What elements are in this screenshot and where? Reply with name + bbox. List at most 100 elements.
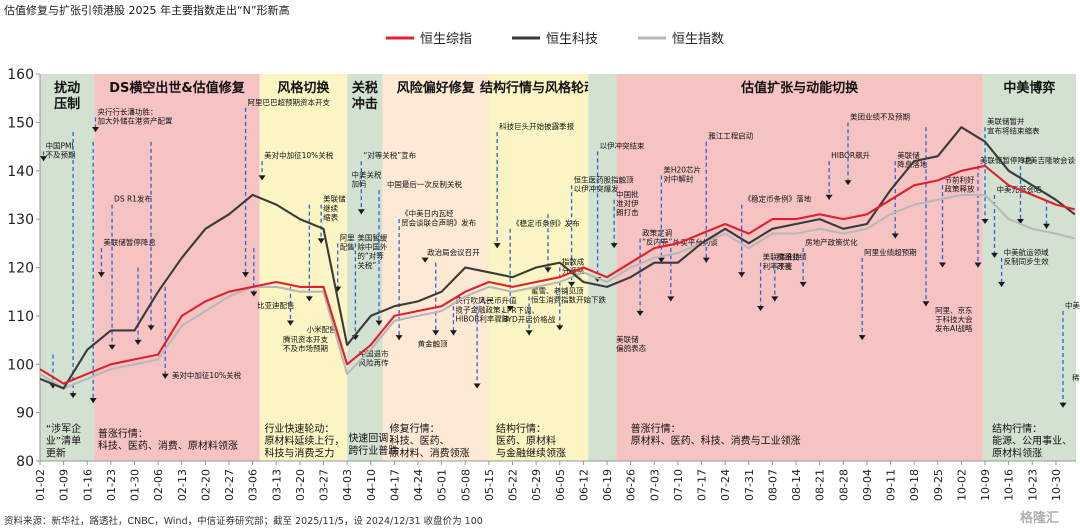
legend-label: 恒生指数: [672, 32, 724, 47]
event-label-line: HIBOR利率骤降: [455, 314, 509, 324]
event-marker-arrow: [449, 330, 457, 336]
event-marker-arrow: [939, 262, 947, 268]
event-label: 阿里业绩超预期: [864, 247, 917, 257]
event-label: 阿里配售: [340, 233, 355, 251]
series-lines: [39, 126, 1076, 390]
x-tick-label: 02-27: [223, 469, 236, 501]
event-marker-arrow: [974, 262, 982, 268]
x-tick-label: 07-17: [696, 469, 709, 501]
event-label: 中国最后一次反制关税: [387, 179, 462, 189]
phase-note: 快速回调：跨行业普跌: [348, 433, 398, 457]
event-label-line: 中国批: [616, 189, 639, 199]
phase-label: 风险偏好修复: [397, 80, 476, 96]
x-tick-label: 01-02: [34, 469, 47, 501]
event-label: 美联储暂停降息: [103, 237, 156, 247]
event-marker-arrow: [97, 272, 105, 278]
event-label-line: 比亚迪配售: [257, 300, 295, 310]
phase-label-line: DS横空出世&估值修复: [109, 80, 245, 96]
event-marker-arrow: [92, 127, 100, 133]
event-label-line: 改善: [777, 261, 792, 271]
legend-label: 恒生综指: [420, 32, 472, 47]
event-marker-arrow: [610, 243, 618, 249]
event-label-line: 以伊冲突结束: [600, 140, 645, 150]
phase-band: [94, 74, 260, 461]
event-marker-arrow: [421, 257, 429, 263]
event-label: 中国批准对伊朗打击: [616, 189, 639, 217]
event-label-line: 风险再传: [359, 358, 389, 368]
series-line: [39, 164, 1076, 385]
event-label: 人民币升值: [479, 295, 517, 305]
event-label-line: 美国暂缓: [357, 232, 387, 242]
event-label-line: 央行行长潘功胜：: [98, 107, 158, 117]
event-label: 美团业绩不及预期: [850, 111, 910, 121]
event-label: 《稳定币条例》发布: [512, 218, 580, 228]
event-label-line: 加码: [352, 179, 367, 189]
event-marker-arrow: [40, 156, 48, 162]
event-marker-arrow: [147, 325, 155, 331]
event-label-line: 《稳定币条例》落地: [744, 194, 812, 204]
phase-note-line: “涉军企: [46, 422, 81, 435]
event-label: 以伊冲突结束: [600, 140, 645, 150]
phase-label-line: 风格切换: [277, 80, 330, 96]
event-label-line: 腾讯资本开支: [283, 334, 328, 344]
y-tick-label: 80: [16, 454, 34, 470]
event-label-line: 美联储: [897, 150, 920, 160]
event-label: 阿里巴巴超预期资本开支: [248, 97, 331, 107]
x-tick-label: 05-01: [436, 469, 449, 501]
event-marker-arrow: [544, 267, 552, 273]
event-label-line: 政治局会议召开: [427, 247, 480, 257]
event-marker-arrow: [667, 296, 675, 302]
phase-label: 风格切换: [277, 80, 330, 96]
x-tick-label: 04-10: [365, 469, 378, 501]
event-marker-arrow: [286, 320, 294, 326]
phase-band: [259, 74, 348, 461]
event-label: 恒生医药股指触顶以伊冲突爆发: [574, 174, 634, 193]
event-label-line: 政策释放: [945, 183, 975, 193]
event-label-line: 《稳定币条例》发布: [512, 218, 580, 228]
event-label: 腾讯资本开支不及市场预期: [283, 334, 328, 353]
x-tick-label: 05-22: [507, 469, 520, 501]
event-label-line: 中国PMI: [46, 140, 74, 150]
event-label-line: 加大外储在港资产配置: [98, 116, 173, 126]
event-marker-arrow: [89, 397, 97, 403]
event-label-line: 阿里、京东: [935, 305, 973, 315]
x-tick-label: 01-23: [105, 469, 118, 501]
event-label-line: 美对中加征10%关税: [172, 370, 242, 380]
event-label-line: 美联储维持: [763, 252, 801, 262]
event-label-line: 偏鸽表态: [616, 343, 646, 353]
event-label: 政策定调“反内卷”: [642, 227, 672, 246]
y-tick-label: 150: [7, 115, 34, 131]
phase-notes: “涉军企业”清单更新普涨行情：科技、医药、消费、原材料领涨行业快速轮动：原材料延…: [46, 422, 1072, 459]
y-tick-label: 130: [7, 212, 34, 228]
event-label: 美联储暂并宣布将结束缩表: [987, 116, 1040, 135]
event-label: 美对中加征10%关税: [172, 370, 242, 380]
phase-note: 修复行情：科技、医药、原材料、消费领涨: [390, 422, 470, 459]
phase-note-line: 原材料延续上行，: [264, 434, 344, 447]
event-label-line: 房地产政策优化: [805, 237, 858, 247]
event-marker-arrow: [998, 281, 1006, 287]
event-marker-arrow: [858, 335, 866, 341]
event-label: 政治局会议召开: [427, 247, 480, 257]
phase-label: DS横空出世&估值修复: [109, 80, 245, 96]
event-label-line: 除中国外: [357, 241, 387, 251]
event-label-line: 恒生消费指数开始下跌: [531, 295, 606, 305]
event-marker-arrow: [108, 344, 116, 350]
phase-label-line: 压制: [54, 96, 80, 112]
event-marker-arrow: [432, 330, 440, 336]
phase-label-line: 估值扩张与动能切换: [740, 80, 859, 96]
event-label-line: 蜜雪、老铺见顶: [531, 286, 584, 296]
x-tick-label: 02-13: [176, 469, 189, 501]
phase-note-line: 科技与消费乏力: [264, 446, 334, 459]
phase-note-line: 科技、医药、: [390, 434, 450, 447]
phase-note: “涉军企业”清单更新: [46, 422, 81, 459]
phase-note-line: 修复行情：: [390, 422, 440, 435]
event-label-line: 以伊冲突爆发: [574, 183, 619, 193]
watermark-logo: 格隆汇: [1020, 510, 1059, 526]
event-label: “对等关税”宣布: [363, 150, 416, 160]
event-label-line: 小米配售: [307, 324, 337, 334]
legend: 恒生综指 恒生科技 恒生指数: [386, 32, 724, 47]
phase-note-line: 原材料、消费领涨: [390, 446, 470, 459]
event-label: 美国暂缓除中国外的“对等关税”: [357, 232, 387, 269]
phase-note: 普涨行情：科技、医药、消费、原材料领涨: [98, 427, 238, 452]
event-marker-arrow: [161, 373, 169, 379]
